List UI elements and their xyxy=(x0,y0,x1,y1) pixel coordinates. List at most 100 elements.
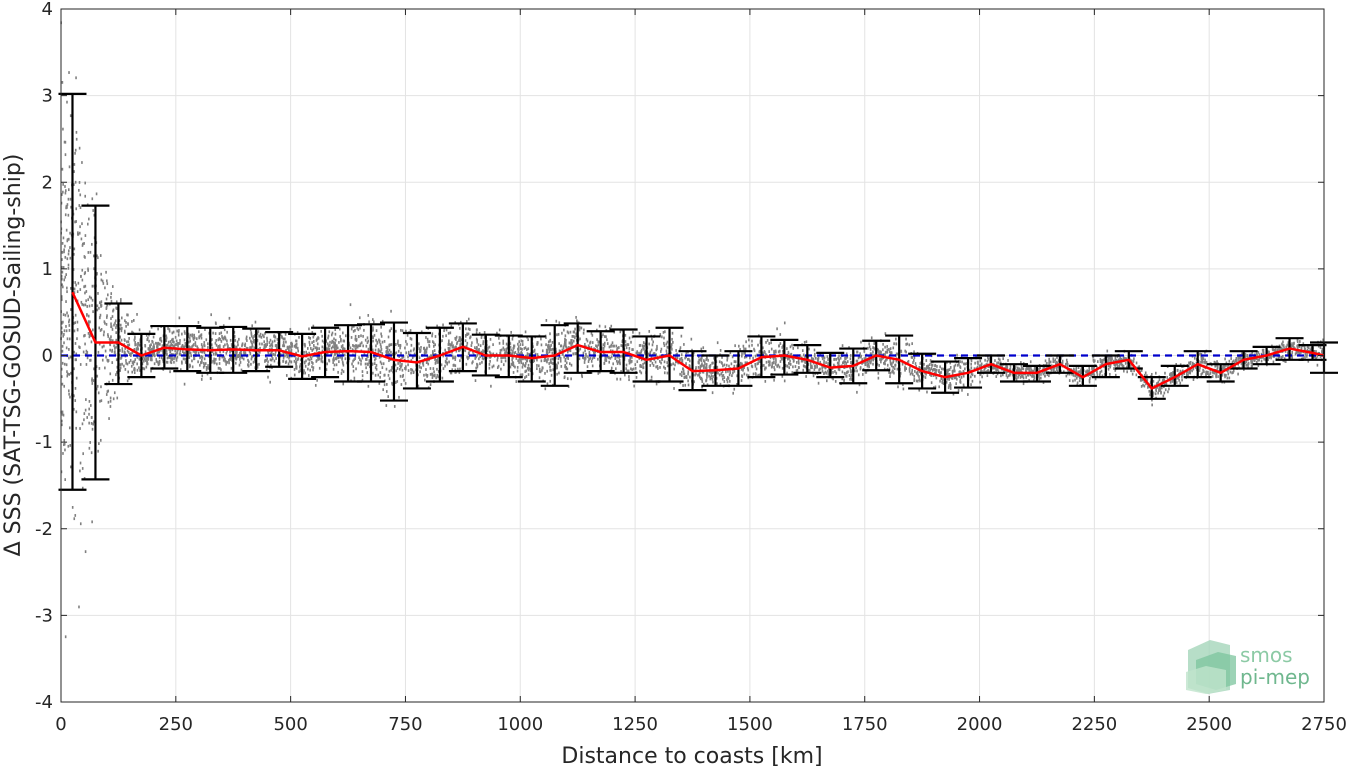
scatter-point xyxy=(524,364,527,368)
scatter-point xyxy=(84,284,87,288)
scatter-point xyxy=(880,358,882,362)
scatter-point xyxy=(132,319,135,322)
scatter-point xyxy=(936,365,938,368)
scatter-point xyxy=(84,194,87,198)
scatter-point xyxy=(1032,369,1034,373)
scatter-point xyxy=(644,350,646,354)
scatter-point xyxy=(976,365,979,369)
scatter-point xyxy=(76,290,79,294)
scatter-point xyxy=(234,339,237,342)
scatter-point xyxy=(150,325,153,329)
scatter-point xyxy=(949,382,951,385)
scatter-point xyxy=(987,365,990,369)
scatter-point xyxy=(127,344,129,347)
scatter-point xyxy=(426,360,428,363)
scatter-point xyxy=(1283,346,1285,350)
scatter-point xyxy=(837,356,839,360)
scatter-point xyxy=(99,329,102,332)
scatter-point xyxy=(1107,364,1110,368)
scatter-point xyxy=(445,334,447,338)
scatter-point xyxy=(96,308,99,312)
scatter-point xyxy=(1016,369,1018,373)
scatter-point xyxy=(713,356,715,360)
scatter-point xyxy=(823,356,826,360)
scatter-point xyxy=(823,365,825,369)
scatter-point xyxy=(188,351,190,354)
scatter-point xyxy=(230,343,233,346)
scatter-point xyxy=(444,348,446,352)
scatter-point xyxy=(226,342,228,346)
scatter-point xyxy=(942,367,945,371)
scatter-point xyxy=(497,364,500,368)
scatter-point xyxy=(949,366,952,369)
scatter-point xyxy=(643,344,646,348)
scatter-point xyxy=(257,330,260,333)
scatter-point xyxy=(128,343,131,347)
scatter-point xyxy=(930,374,932,377)
scatter-point xyxy=(1151,398,1153,402)
scatter-point xyxy=(171,338,173,342)
scatter-point xyxy=(209,377,212,380)
scatter-point xyxy=(481,360,483,364)
scatter-point xyxy=(379,375,381,379)
scatter-point xyxy=(355,367,357,371)
scatter-point xyxy=(251,343,254,346)
scatter-point xyxy=(665,352,668,356)
scatter-point xyxy=(1122,365,1125,368)
scatter-point xyxy=(388,344,390,348)
scatter-point xyxy=(429,372,432,376)
scatter-point xyxy=(670,343,673,346)
scatter-point xyxy=(299,368,302,372)
scatter-point xyxy=(700,347,703,351)
scatter-point xyxy=(510,362,513,366)
scatter-point xyxy=(178,316,181,320)
scatter-point xyxy=(217,344,220,348)
scatter-point xyxy=(783,379,786,383)
scatter-point xyxy=(1179,363,1182,367)
scatter-point xyxy=(183,338,186,342)
scatter-point xyxy=(61,283,63,287)
scatter-point xyxy=(341,347,344,351)
scatter-point xyxy=(61,81,64,84)
scatter-point xyxy=(116,396,119,400)
scatter-point xyxy=(471,341,473,345)
scatter-point xyxy=(219,344,221,348)
scatter-point xyxy=(115,306,117,310)
scatter-point xyxy=(314,346,317,350)
scatter-point xyxy=(326,347,329,351)
scatter-point xyxy=(905,350,907,354)
scatter-point xyxy=(588,345,590,349)
scatter-point xyxy=(267,360,269,364)
scatter-point xyxy=(304,344,306,348)
scatter-point xyxy=(521,352,523,356)
scatter-point xyxy=(61,298,63,301)
scatter-point xyxy=(1048,374,1050,378)
scatter-point xyxy=(151,339,153,343)
scatter-point xyxy=(325,339,328,343)
scatter-point xyxy=(889,347,892,351)
scatter-point xyxy=(418,342,420,346)
scatter-point xyxy=(362,334,364,338)
scatter-point xyxy=(1050,368,1053,372)
scatter-point xyxy=(545,348,548,352)
scatter-point xyxy=(712,361,714,365)
scatter-point xyxy=(1042,366,1045,370)
scatter-point xyxy=(814,352,816,356)
scatter-point xyxy=(652,352,655,356)
scatter-point xyxy=(297,349,300,353)
scatter-point xyxy=(120,338,123,342)
scatter-point xyxy=(159,342,161,346)
scatter-point xyxy=(454,368,457,372)
scatter-point xyxy=(314,383,317,387)
scatter-point xyxy=(565,344,567,348)
scatter-point xyxy=(138,366,140,370)
scatter-point xyxy=(112,397,115,401)
scatter-point xyxy=(75,207,78,211)
scatter-point xyxy=(743,347,745,351)
scatter-point xyxy=(63,439,66,442)
scatter-point xyxy=(1077,366,1080,370)
scatter-point xyxy=(775,360,777,364)
scatter-point xyxy=(666,364,669,368)
scatter-point xyxy=(1093,359,1096,363)
scatter-point xyxy=(741,374,743,378)
